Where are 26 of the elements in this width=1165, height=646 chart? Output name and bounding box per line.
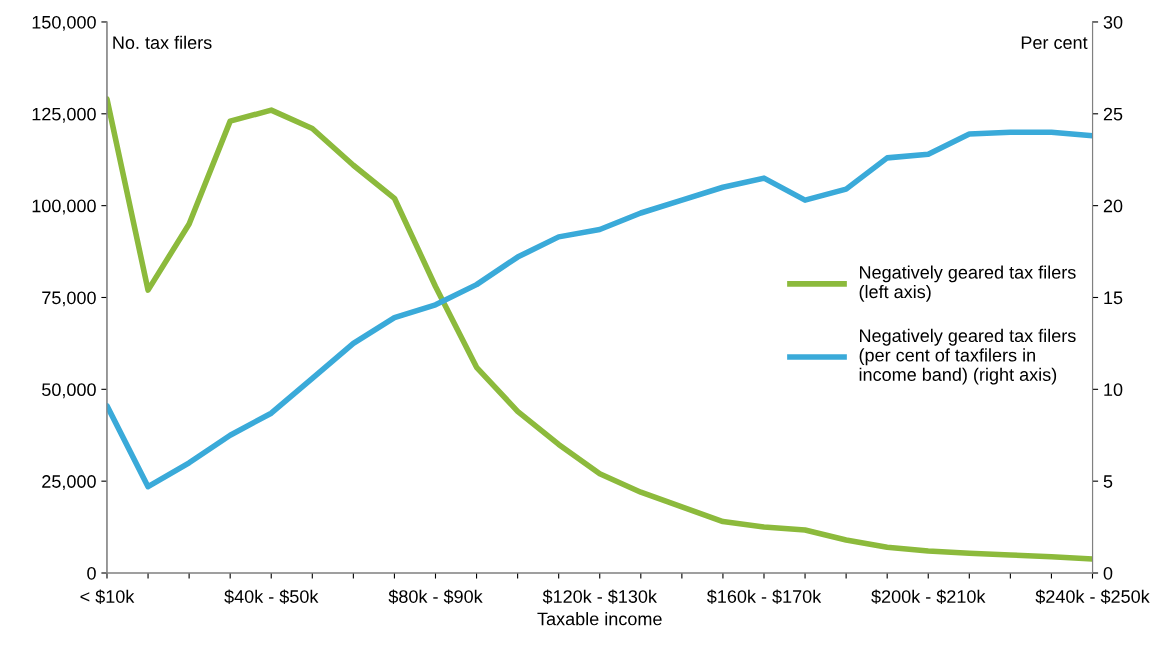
- y2-axis-title: Per cent: [1021, 36, 1088, 49]
- x-axis-title: Taxable income: [537, 612, 662, 626]
- y-tick-label: 150,000: [32, 15, 96, 31]
- x-tick-label: $240k - $250k: [1035, 589, 1150, 605]
- y2-tick-label: 5: [1103, 475, 1113, 488]
- y2-tick-label: 30: [1103, 15, 1123, 29]
- y-axis-title: No. tax filers: [113, 35, 212, 49]
- x-tick-label: $200k - $210k: [871, 589, 986, 605]
- legend-label: Negatively geared tax filers (left axis): [859, 265, 1076, 302]
- y-tick-label: 125,000: [32, 107, 96, 123]
- y-tick-label: 50,000: [42, 383, 96, 399]
- y-tick-label: 75,000: [42, 291, 96, 307]
- y2-tick-label: 10: [1104, 383, 1123, 397]
- y2-tick-label: 0: [1103, 566, 1113, 580]
- y-tick-label: 0: [87, 566, 96, 580]
- legend-label: Negatively geared tax filers (per cent of taxfilers in income band) (right axis): [859, 328, 1076, 385]
- y-tick-label: 100,000: [32, 199, 96, 215]
- x-tick-label: $120k - $130k: [542, 589, 657, 605]
- y2-tick-label: 15: [1104, 291, 1123, 305]
- y2-tick-label: 25: [1103, 107, 1123, 121]
- x-tick-label: $80k - $90k: [388, 589, 483, 605]
- x-tick-label: $40k - $50k: [224, 589, 319, 605]
- y-tick-label: 25,000: [42, 475, 96, 491]
- x-tick-label: $160k - $170k: [706, 589, 822, 605]
- y2-tick-label: 20: [1103, 199, 1123, 213]
- x-tick-label: < $10k: [80, 589, 135, 605]
